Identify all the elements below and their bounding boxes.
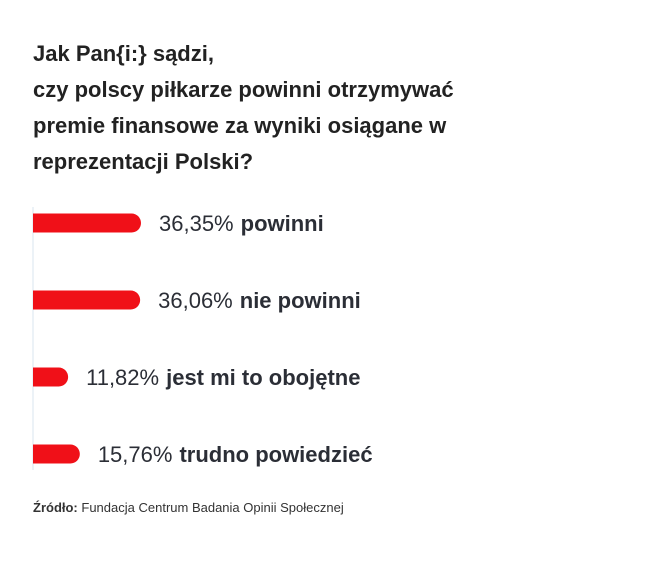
bar-2-base [33, 290, 43, 310]
bar-1-base [33, 213, 43, 233]
bar-label-2: 36,06% nie powinni [158, 288, 361, 313]
bar-4 [33, 444, 80, 464]
value-label-2: 36,06% [158, 288, 233, 313]
bar-3-base [33, 367, 43, 387]
category-label-1: powinni [241, 211, 324, 236]
value-label-4: 15,76% [98, 442, 173, 467]
source-text: Fundacja Centrum Badania Opinii Społeczn… [81, 500, 344, 515]
source-note: Źródło: Fundacja Centrum Badania Opinii … [33, 500, 344, 515]
chart-title: Jak Pan{i:} sądzi, czy polscy piłkarze p… [33, 36, 633, 180]
chart-title-line-2: czy polscy piłkarze powinni otrzymywać [33, 77, 454, 102]
bar-4-base [33, 444, 43, 464]
bar-1 [33, 213, 141, 233]
bar-label-3: 11,82% jest mi to obojętne [86, 365, 360, 390]
category-label-3: jest mi to obojętne [165, 365, 360, 390]
value-label-3: 11,82% [86, 365, 159, 390]
bar-2 [33, 290, 141, 310]
bar-label-4: 15,76% trudno powiedzieć [98, 442, 373, 467]
chart-title-line-3: premie finansowe za wyniki osiągane w [33, 113, 447, 138]
category-label-2: nie powinni [240, 288, 361, 313]
bar-label-1: 36,35% powinni [159, 211, 324, 236]
chart-title-line-1: Jak Pan{i:} sądzi, [33, 41, 214, 66]
chart-title-line-4: reprezentacji Polski? [33, 149, 254, 174]
category-label-4: trudno powiedzieć [179, 442, 372, 467]
source-label: Źródło: [33, 500, 78, 515]
value-label-1: 36,35% [159, 211, 234, 236]
